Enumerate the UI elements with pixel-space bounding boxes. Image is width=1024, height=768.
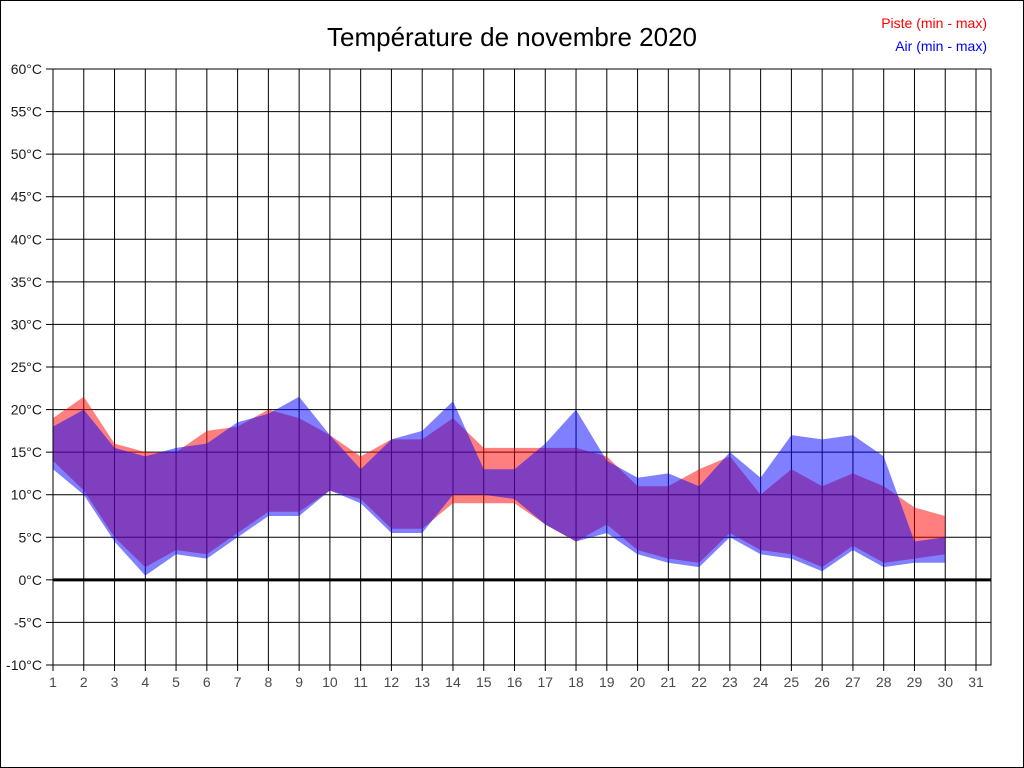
x-axis-label: 24 [753,674,769,690]
x-axis-label: 11 [353,674,368,690]
x-axis-label: 21 [661,674,677,690]
x-axis-label: 5 [172,674,180,690]
y-axis-label: 55°C [11,104,42,120]
x-axis-label: 16 [507,674,523,690]
x-axis-label: 22 [691,674,707,690]
x-axis-label: 29 [907,674,923,690]
x-axis-label: 8 [264,674,272,690]
x-axis-label: 17 [537,674,553,690]
x-axis-label: 15 [476,674,492,690]
chart-title: Température de novembre 2020 [326,22,697,52]
y-axis-label: -5°C [14,614,42,630]
x-axis-label: 14 [445,674,461,690]
x-axis-label: 3 [111,674,119,690]
x-axis-label: 19 [599,674,615,690]
y-axis-label: 20°C [11,402,42,418]
x-axis-label: 6 [203,674,211,690]
y-axis-label: 40°C [11,231,42,247]
legend-item-piste: Piste (min - max) [881,15,987,31]
x-axis-label: 30 [937,674,953,690]
y-axis-label: 25°C [11,359,42,375]
x-axis-label: 20 [630,674,646,690]
y-axis-label: 60°C [11,61,42,77]
x-axis-label: 23 [722,674,738,690]
y-axis-label: 50°C [11,146,42,162]
x-axis-label: 27 [845,674,861,690]
x-axis-label: 25 [784,674,800,690]
y-axis-label: 35°C [11,274,42,290]
legend: Piste (min - max) Air (min - max) [881,12,987,58]
x-axis-label: 12 [384,674,400,690]
x-axis-label: 13 [414,674,430,690]
y-axis-label: 0°C [19,572,43,588]
y-axis-label: 10°C [11,487,42,503]
air-band [53,396,946,576]
y-axis-label: 15°C [11,444,42,460]
x-axis-label: 28 [876,674,892,690]
x-axis-label: 18 [568,674,584,690]
y-axis-label: 5°C [19,529,43,545]
x-axis-label: 26 [814,674,830,690]
plot-frame [52,68,992,666]
legend-item-air: Air (min - max) [895,38,987,54]
x-axis-label: 4 [141,674,149,690]
y-axis-label: -10°C [6,657,42,673]
x-axis-label: 7 [234,674,242,690]
y-axis-label: 45°C [11,189,42,205]
x-axis-label: 31 [968,674,984,690]
y-axis-label: 30°C [11,316,42,332]
x-axis-label: 1 [49,674,57,690]
x-axis-label: 9 [295,674,303,690]
x-axis-label: 10 [322,674,338,690]
x-axis-label: 2 [80,674,88,690]
